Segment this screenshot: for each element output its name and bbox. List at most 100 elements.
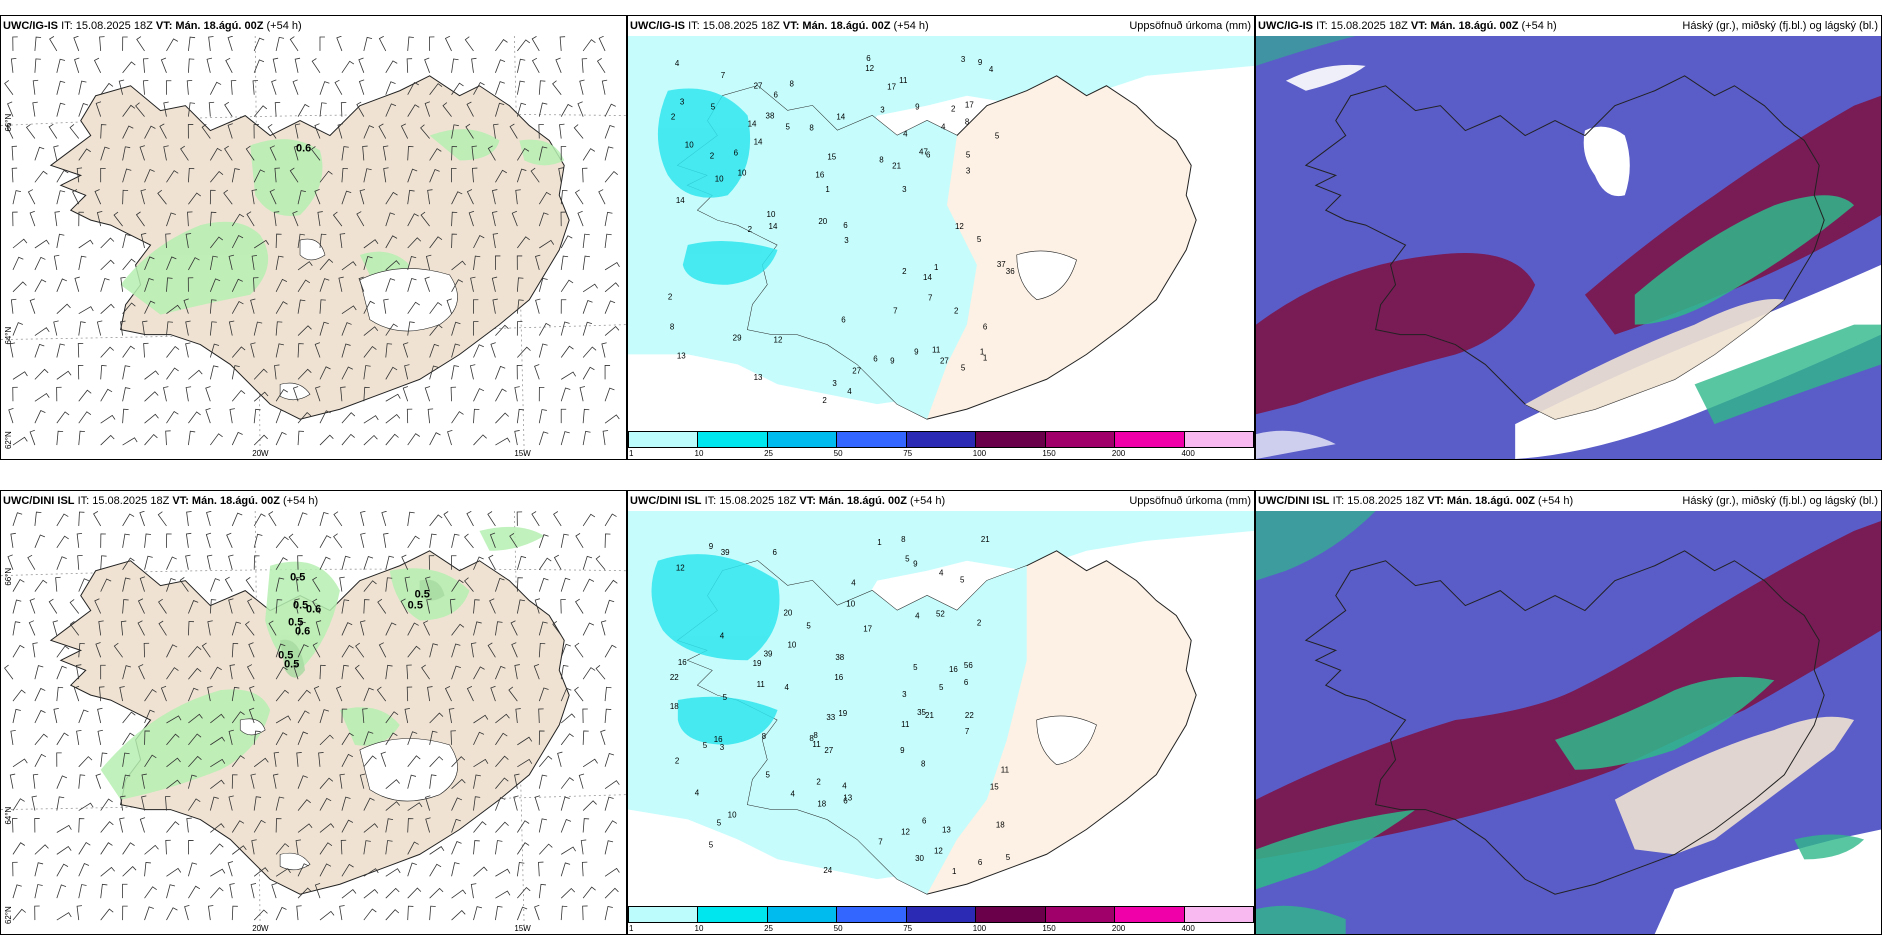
- wind-barb: [582, 622, 595, 636]
- wind-barb: [604, 644, 617, 658]
- wind-barb: [34, 511, 42, 526]
- wind-barb: [400, 598, 409, 614]
- wind-barb: [538, 774, 548, 789]
- wind-barb: [319, 734, 334, 746]
- wind-barb: [604, 533, 611, 548]
- precip-value-label: 9: [978, 58, 983, 67]
- precip-map[interactable]: 10 14 3 3 2 2 2 14 17 36 37 38 47 29 14 13 10 8 5 6 27 5 1 6 9 10…: [628, 36, 1254, 429]
- wind-barb: [34, 410, 46, 424]
- wind-barb: [341, 167, 349, 183]
- precip-value-label: 22: [965, 711, 974, 720]
- wind-barb: [517, 842, 530, 855]
- wind-barb: [253, 321, 263, 336]
- wind-barb: [34, 753, 47, 767]
- wind-barb: [517, 148, 530, 161]
- precip-value-label: 24: [823, 866, 832, 875]
- wind-barb: [429, 343, 440, 358]
- wind-barb: [582, 886, 596, 899]
- wind-barb: [471, 167, 478, 183]
- glaciers: [239, 718, 458, 871]
- colorbar-swatch: [629, 907, 699, 922]
- wind-barb: [516, 277, 524, 292]
- wind-barb: [385, 801, 401, 811]
- wind-barb: [272, 773, 279, 789]
- precip-map[interactable]: 9 11 16 15 12 52 56 38 18 12 35 11 2 8 5 6 5 5 4 5 27 18 5 5 6 5 4…: [628, 511, 1254, 904]
- wind-map[interactable]: 0.6 66°N 64°N 62°N 20W 15W: [1, 36, 626, 459]
- precip-green-dark: [280, 579, 445, 678]
- cloud-map[interactable]: [1256, 36, 1881, 459]
- wind-barb: [56, 845, 72, 855]
- wind-barb: [99, 36, 105, 51]
- wind-barb: [186, 79, 193, 95]
- wind-barb: [252, 79, 259, 95]
- cloud-map-svg: [1256, 36, 1881, 459]
- wind-barb: [530, 167, 540, 183]
- wind-barb: [210, 236, 224, 249]
- wind-barb: [404, 364, 410, 380]
- wind-barb: [78, 756, 93, 768]
- precip-value-label: 4: [720, 631, 725, 640]
- wind-barb: [407, 433, 420, 446]
- wind-barb: [341, 412, 356, 424]
- wind-barb: [78, 306, 94, 315]
- wind-barb: [473, 714, 489, 724]
- wind-barb: [228, 795, 234, 811]
- wind-map[interactable]: 0.5 0.5 0.6 0.5 0.6 0.5 0.5 0.5 0.5 66°N…: [1, 511, 626, 934]
- wind-barb: [183, 298, 189, 314]
- wind-barb: [179, 577, 189, 592]
- wind-barb: [188, 369, 203, 380]
- wind-barb: [297, 430, 304, 446]
- wind-barb: [163, 145, 169, 161]
- wind-barb: [491, 276, 498, 292]
- wind-barb: [385, 433, 399, 446]
- svg-text:0.5: 0.5: [290, 572, 305, 584]
- wind-barb: [56, 796, 65, 811]
- precip-value-label: 8: [670, 323, 675, 332]
- wind-barb: [118, 79, 125, 95]
- wind-barb: [56, 386, 62, 402]
- wind-barb: [100, 533, 106, 548]
- precip-value-label: 5: [966, 150, 971, 159]
- wind-barb: [12, 371, 28, 380]
- precip-value-label: 11: [901, 720, 910, 729]
- wind-barb: [12, 238, 28, 249]
- wind-barb: [363, 580, 377, 592]
- wind-barb: [473, 434, 487, 446]
- wind-barb: [514, 430, 520, 446]
- wind-barb: [470, 642, 477, 658]
- wind-barb: [582, 167, 588, 183]
- wind-barb: [100, 346, 115, 358]
- wind-barb: [451, 555, 457, 570]
- wind-barb: [407, 301, 420, 314]
- wind-barb: [78, 389, 92, 402]
- wind-barb: [363, 599, 370, 614]
- wind-barb: [407, 146, 414, 161]
- cloud-map[interactable]: [1256, 511, 1881, 934]
- wind-barb: [538, 843, 553, 855]
- wind-barb: [560, 189, 568, 205]
- wind-barb: [451, 365, 460, 380]
- wind-barb: [560, 643, 571, 658]
- wind-barb: [135, 102, 145, 117]
- wind-barb: [209, 211, 217, 227]
- wind-barb: [209, 343, 220, 358]
- wind-barb: [275, 36, 285, 52]
- precip-value-label: 4: [941, 123, 946, 132]
- lon-label-15: 15W: [514, 924, 531, 933]
- colorbar-tick-label: 50: [833, 449, 843, 458]
- wind-barb: [553, 554, 562, 570]
- precip-value-label: 3: [966, 166, 971, 175]
- panel-header: UWC/DINI ISL IT: 15.08.2025 18Z VT: Mán.…: [628, 491, 1254, 511]
- wind-barb: [514, 386, 520, 402]
- glaciers: [279, 238, 458, 401]
- wind-barb: [451, 146, 458, 161]
- colorbar-swatch: [976, 432, 1046, 447]
- wind-barb: [538, 621, 548, 636]
- wind-barb: [226, 532, 233, 548]
- wind-barb: [253, 368, 268, 380]
- wind-barb: [604, 103, 616, 117]
- precip-value-label: 8: [879, 155, 884, 164]
- wind-barb: [354, 664, 365, 680]
- wind-barb: [407, 511, 415, 526]
- wind-barb: [188, 885, 201, 899]
